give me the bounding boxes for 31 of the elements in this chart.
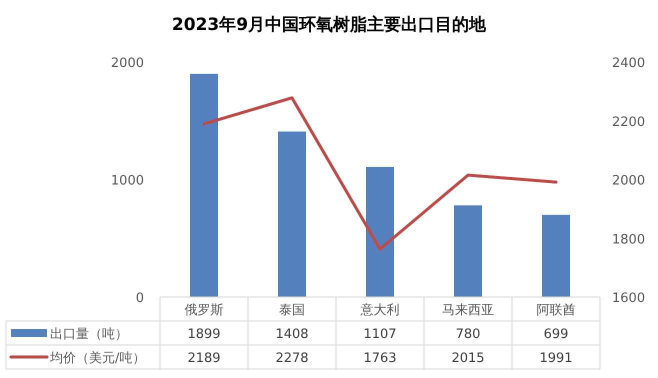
y-tick-label: 0 (136, 291, 144, 306)
bar (366, 166, 394, 297)
data-label: 2278 (275, 351, 309, 366)
chart-title: 2023年9月中国环氧树脂主要出口目的地 (172, 15, 488, 35)
data-label: 1408 (275, 327, 309, 342)
y2-tick-label: 1800 (612, 232, 646, 248)
data-label: 1763 (363, 351, 397, 366)
legend-label: 均价（美元/吨） (49, 350, 146, 366)
x-tick-label: 阿联酋 (536, 303, 576, 318)
data-label: 1991 (539, 351, 573, 366)
y-tick-label: 1000 (110, 174, 144, 188)
bar (454, 205, 482, 297)
data-label: 699 (544, 327, 568, 342)
y2-tick-label: 1600 (612, 291, 646, 306)
data-label: 2015 (451, 351, 485, 366)
y-tick-label: 2000 (110, 56, 144, 71)
data-label: 1107 (363, 327, 397, 342)
legend-label: 出口量（吨） (50, 327, 128, 342)
x-tick-label: 俄罗斯 (184, 303, 224, 318)
x-tick-label: 泰国 (279, 303, 305, 318)
y2-tick-label: 2200 (612, 114, 646, 130)
data-label: 1899 (187, 327, 221, 342)
bar (190, 74, 218, 297)
data-label: 780 (456, 327, 480, 342)
y2-tick-label: 2000 (612, 174, 646, 188)
bar (278, 132, 306, 297)
x-tick-label: 马来西亚 (442, 303, 494, 318)
x-tick-label: 意大利 (360, 303, 400, 318)
bar (542, 214, 570, 297)
data-label: 2189 (187, 351, 221, 366)
y2-tick-label: 2400 (612, 56, 646, 71)
